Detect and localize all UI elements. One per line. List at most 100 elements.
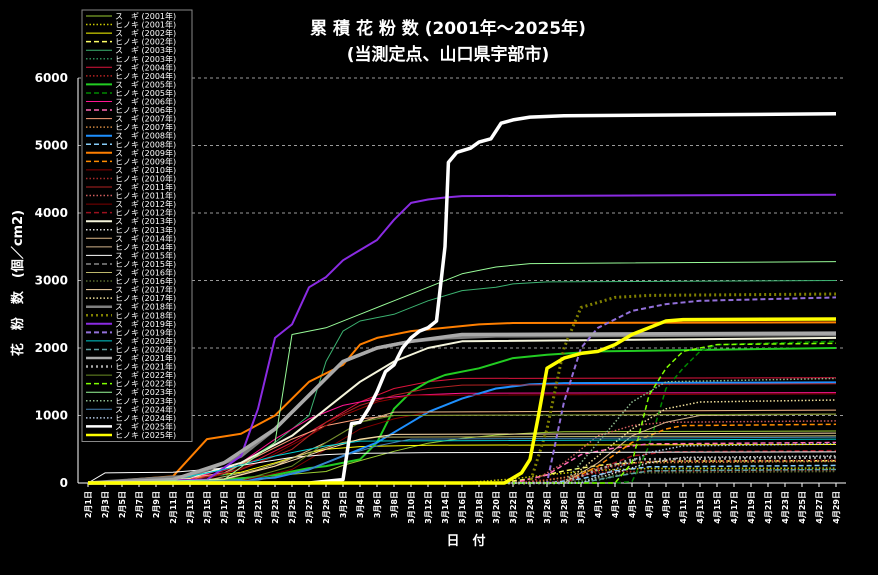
x-tick-label: 2月17日 <box>220 491 229 524</box>
x-tick-label: 2月3日 <box>101 491 110 518</box>
legend-label: ス ギ (2021年) <box>115 353 176 363</box>
legend-label: ス ギ (2024年) <box>115 404 176 414</box>
series-line <box>87 347 837 484</box>
legend-label: ス ギ (2010年) <box>115 165 176 175</box>
x-tick-label: 2月25日 <box>288 491 297 524</box>
legend-label: ヒノキ (2018年) <box>115 310 176 320</box>
legend-label: ヒノキ (2024年) <box>115 413 176 423</box>
x-tick-label: 3月10日 <box>407 491 416 524</box>
series-line <box>88 342 837 484</box>
series-line <box>87 336 837 484</box>
legend-label: ヒノキ (2005年) <box>115 88 176 98</box>
legend-label: ヒノキ (2023年) <box>115 396 176 406</box>
x-tick-label: 4月29日 <box>832 491 841 524</box>
legend-label: ヒノキ (2006年) <box>115 105 176 115</box>
x-tick-label: 3月30日 <box>577 491 586 524</box>
series-line <box>88 292 837 485</box>
legend-label: ス ギ (2020年) <box>115 336 176 346</box>
x-tick-label: 2月15日 <box>203 491 212 524</box>
series-line <box>88 470 837 484</box>
legend-label: ス ギ (2012年) <box>115 199 176 209</box>
legend-label: ス ギ (2018年) <box>115 302 176 312</box>
series-line <box>87 280 837 484</box>
series-line <box>87 321 837 484</box>
legend-label: ヒノキ (2014年) <box>115 242 176 252</box>
x-tick-label: 3月14日 <box>441 491 450 524</box>
legend-label: ス ギ (2003年) <box>115 45 176 55</box>
legend-label: ヒノキ (2019年) <box>115 327 176 337</box>
series-line <box>87 377 837 484</box>
series-line <box>88 456 837 485</box>
x-tick-label: 3月18日 <box>475 491 484 524</box>
y-tick-label: 5000 <box>35 139 68 153</box>
legend-label: ス ギ (2001年) <box>115 11 176 21</box>
series-line <box>87 409 837 484</box>
y-tick-label: 1000 <box>35 409 68 423</box>
x-tick-label: 2月9日 <box>152 491 161 518</box>
series-line <box>87 432 837 484</box>
legend-label: ス ギ (2019年) <box>115 319 176 329</box>
x-tick-label: 3月8日 <box>390 491 399 518</box>
x-tick-label: 4月13日 <box>696 491 705 524</box>
legend-label: ヒノキ (2001年) <box>115 20 176 30</box>
series-line <box>87 436 837 484</box>
y-tick-label: 0 <box>60 476 68 490</box>
x-tick-label: 3月20日 <box>492 491 501 524</box>
x-tick-label: 2月1日 <box>84 491 93 518</box>
legend-label: ヒノキ (2017年) <box>115 293 176 303</box>
x-tick-label: 3月22日 <box>509 491 518 524</box>
legend-label: ス ギ (2013年) <box>115 216 176 226</box>
x-tick-label: 2月11日 <box>169 491 178 524</box>
legend-label: ス ギ (2008年) <box>115 131 176 141</box>
legend-label: ヒノキ (2022年) <box>115 379 176 389</box>
x-tick-label: 4月11日 <box>679 491 688 524</box>
x-tick-label: 3月6日 <box>373 491 382 518</box>
series-line <box>87 331 837 485</box>
x-tick-label: 2月19日 <box>237 491 246 524</box>
x-tick-label: 3月16日 <box>458 491 467 524</box>
x-tick-label: 4月17日 <box>730 491 739 524</box>
x-tick-label: 4月25日 <box>798 491 807 524</box>
chart-title: 累 積 花 粉 数 (2001年〜2025年) <box>310 18 586 39</box>
legend-label: ス ギ (2004年) <box>115 62 176 72</box>
series-line <box>88 112 837 485</box>
x-tick-label: 4月23日 <box>781 491 790 524</box>
x-tick-label: 4月15日 <box>713 491 722 524</box>
series-line <box>88 464 837 484</box>
y-tick-label: 2000 <box>35 341 68 355</box>
legend-label: ヒノキ (2016年) <box>115 276 176 286</box>
legend-label: ス ギ (2022年) <box>115 370 176 380</box>
x-tick-label: 3月24日 <box>526 491 535 524</box>
x-tick-label: 2月7日 <box>135 491 144 518</box>
legend-label: ヒノキ (2007年) <box>115 122 176 132</box>
series-line <box>87 193 837 484</box>
x-tick-label: 4月27日 <box>815 491 824 524</box>
legend-label: ス ギ (2016年) <box>115 268 176 278</box>
x-tick-label: 4月3日 <box>611 491 620 518</box>
x-tick-label: 4月1日 <box>594 491 603 518</box>
legend-label: ス ギ (2011年) <box>115 182 176 192</box>
x-tick-label: 4月7日 <box>645 491 654 518</box>
legend-label: ス ギ (2015年) <box>115 250 176 260</box>
y-tick-label: 6000 <box>35 71 68 85</box>
legend-label: ヒノキ (2004年) <box>115 71 176 81</box>
y-tick-label: 3000 <box>35 274 68 288</box>
legend-label: ヒノキ (2025年) <box>115 430 176 440</box>
legend-label: ス ギ (2023年) <box>115 387 176 397</box>
series-line <box>88 317 837 485</box>
x-axis-label: 日 付 <box>446 533 485 549</box>
x-tick-label: 4月5日 <box>628 491 637 518</box>
chart-subtitle: (当測定点、山口県宇部市) <box>347 44 550 65</box>
legend-label: ヒノキ (2002年) <box>115 37 176 47</box>
axes: 0 1000 2000 3000 4000 5000 6000 2月1日 2月3日 2月5日 2月7… <box>35 71 846 524</box>
legend-label: ス ギ (2014年) <box>115 233 176 243</box>
legend-label: ヒノキ (2012年) <box>115 208 176 218</box>
legend-label: ス ギ (2009年) <box>115 148 176 158</box>
x-tick-label: 4月9日 <box>662 491 671 518</box>
series-line <box>87 261 837 484</box>
x-tick-label: 2月5日 <box>118 491 127 518</box>
x-tick-label: 2月29日 <box>322 491 331 524</box>
legend-box <box>81 9 193 442</box>
legend-label: ヒノキ (2013年) <box>115 225 176 235</box>
